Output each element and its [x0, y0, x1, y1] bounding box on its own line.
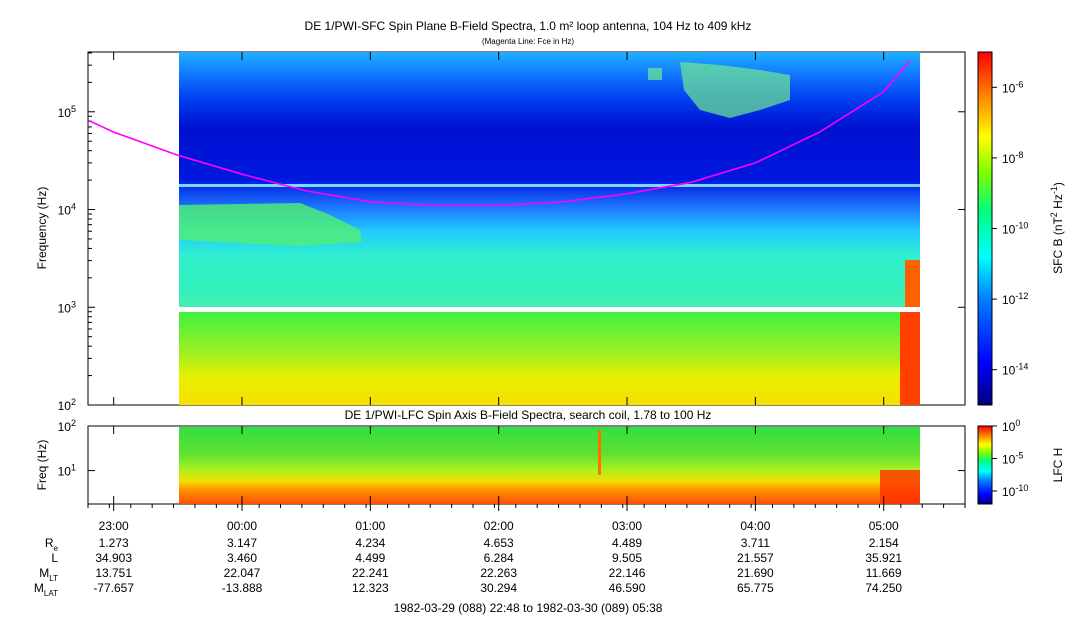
ephemeris-value: 65.775 [737, 581, 774, 595]
ephemeris-row-label: Re [45, 536, 59, 553]
sfc-ylabel: Frequency (Hz) [35, 187, 49, 270]
ephemeris-value: 22.263 [480, 566, 517, 580]
lfc-colorbar-tick-label: 10-10 [1002, 483, 1028, 499]
sfc-colorbar-label: SFC B (nT2 Hz-1) [1049, 182, 1065, 274]
time-range: 1982-03-29 (088) 22:48 to 1982-03-30 (08… [394, 601, 663, 615]
lfc-colorbar-tick-label: 100 [1002, 418, 1020, 434]
sfc-burst-low [900, 312, 920, 405]
ephemeris-value: 46.590 [609, 581, 646, 595]
lfc-colorbar: 100 10-5 10-10 LFC H [977, 418, 1065, 505]
lfc-colorbar-tick-label: 10-5 [1002, 451, 1023, 467]
fce-magenta-line [87, 60, 911, 207]
ephemeris-value: 22.241 [352, 566, 389, 580]
ephemeris-value: 21.690 [737, 566, 774, 580]
sfc-green-emission [179, 203, 362, 246]
sfc-panel: 102 103 104 105 [58, 51, 966, 413]
ephemeris-value: 3.147 [227, 536, 257, 550]
ephemeris-value: 74.250 [865, 581, 902, 595]
ephemeris-value: 9.505 [612, 551, 642, 565]
sfc-y-tick-label: 103 [58, 299, 76, 315]
sfc-colorbar-tick-label: 10-14 [1002, 362, 1028, 378]
sfc-band-line [179, 184, 920, 187]
ephemeris-value: -13.888 [222, 581, 263, 595]
ephemeris-table: Re 1.273 3.147 4.234 4.653 4.489 3.711 2.154 L 34… [34, 536, 902, 598]
lfc-y-tick-label: 102 [58, 418, 76, 434]
sfc-colorbar: 10-6 10-8 10-10 10-12 10-14 SFC B (nT2 Hz-1) [977, 51, 1065, 406]
ephemeris-value: 21.557 [737, 551, 774, 565]
time-tick-label: 02:00 [484, 519, 514, 533]
ephemeris-value: -77.657 [93, 581, 134, 595]
ephemeris-value: 22.146 [609, 566, 646, 580]
ephemeris-value: 34.903 [95, 551, 132, 565]
time-tick-label: 00:00 [227, 519, 257, 533]
ephemeris-value: 13.751 [95, 566, 132, 580]
lfc-y-tick-label: 101 [58, 463, 76, 479]
time-tick-label: 03:00 [612, 519, 642, 533]
ephemeris-value: 4.234 [355, 536, 385, 550]
sfc-title: DE 1/PWI-SFC Spin Plane B-Field Spectra,… [305, 19, 752, 33]
ephemeris-value: 22.047 [224, 566, 261, 580]
ephemeris-value: 12.323 [352, 581, 389, 595]
ephemeris-row-label: MLT [39, 566, 58, 583]
sfc-subtitle: (Magenta Line: Fce in Hz) [482, 37, 574, 46]
lfc-colorbar-gradient [977, 425, 993, 505]
time-tick-label: 04:00 [740, 519, 770, 533]
sfc-colorbar-tick-label: 10-6 [1002, 79, 1023, 95]
lfc-burst [880, 470, 920, 504]
sfc-y-tick-label: 104 [58, 202, 76, 218]
sfc-spectrogram-low [179, 312, 920, 405]
lfc-spike [598, 430, 601, 475]
ephemeris-value: 30.294 [480, 581, 517, 595]
time-tick-label: 23:00 [99, 519, 129, 533]
time-tick-label: 05:00 [869, 519, 899, 533]
ephemeris-value: 35.921 [865, 551, 902, 565]
lfc-panel: 101 102 [58, 418, 966, 505]
ephemeris-value: 2.154 [869, 536, 899, 550]
lfc-y-ticks: 101 102 [58, 418, 965, 479]
ephemeris-value: 1.273 [99, 536, 129, 550]
ephemeris-row-label: L [51, 551, 58, 565]
time-axis: 23:00 00:00 01:00 02:00 03:00 04:00 05:00 [87, 52, 966, 533]
sfc-spectrogram-high [179, 52, 920, 307]
lfc-colorbar-label: LFC H [1051, 448, 1065, 483]
sfc-colorbar-tick-label: 10-8 [1002, 150, 1023, 166]
sfc-colorbar-tick-label: 10-10 [1002, 221, 1028, 237]
ephemeris-value: 3.460 [227, 551, 257, 565]
lfc-title: DE 1/PWI-LFC Spin Axis B-Field Spectra, … [345, 408, 712, 422]
sfc-colorbar-tick-label: 10-12 [1002, 291, 1028, 307]
lfc-ylabel: Freq (Hz) [35, 440, 49, 491]
sfc-burst-red [905, 260, 920, 307]
sfc-hf-emission [680, 62, 790, 118]
lfc-colorbar-ticks: 100 10-5 10-10 [992, 418, 1028, 499]
sfc-y-tick-label: 105 [58, 104, 76, 120]
ephemeris-value: 4.653 [484, 536, 514, 550]
sfc-y-tick-label: 102 [58, 397, 76, 413]
ephemeris-value: 4.499 [355, 551, 385, 565]
time-tick-label: 01:00 [355, 519, 385, 533]
ephemeris-row-label: MLAT [34, 581, 58, 598]
ephemeris-value: 3.711 [741, 536, 770, 550]
ephemeris-value: 4.489 [612, 536, 642, 550]
sfc-colorbar-ticks: 10-6 10-8 10-10 10-12 10-14 [992, 79, 1028, 378]
sfc-colorbar-gradient [977, 51, 993, 406]
sfc-y-ticks: 102 103 104 105 [58, 52, 965, 413]
sfc-hf-patch-small [648, 68, 662, 80]
ephemeris-value: 6.284 [484, 551, 514, 565]
ephemeris-value: 11.669 [866, 566, 902, 580]
lfc-spectrogram [179, 427, 920, 504]
